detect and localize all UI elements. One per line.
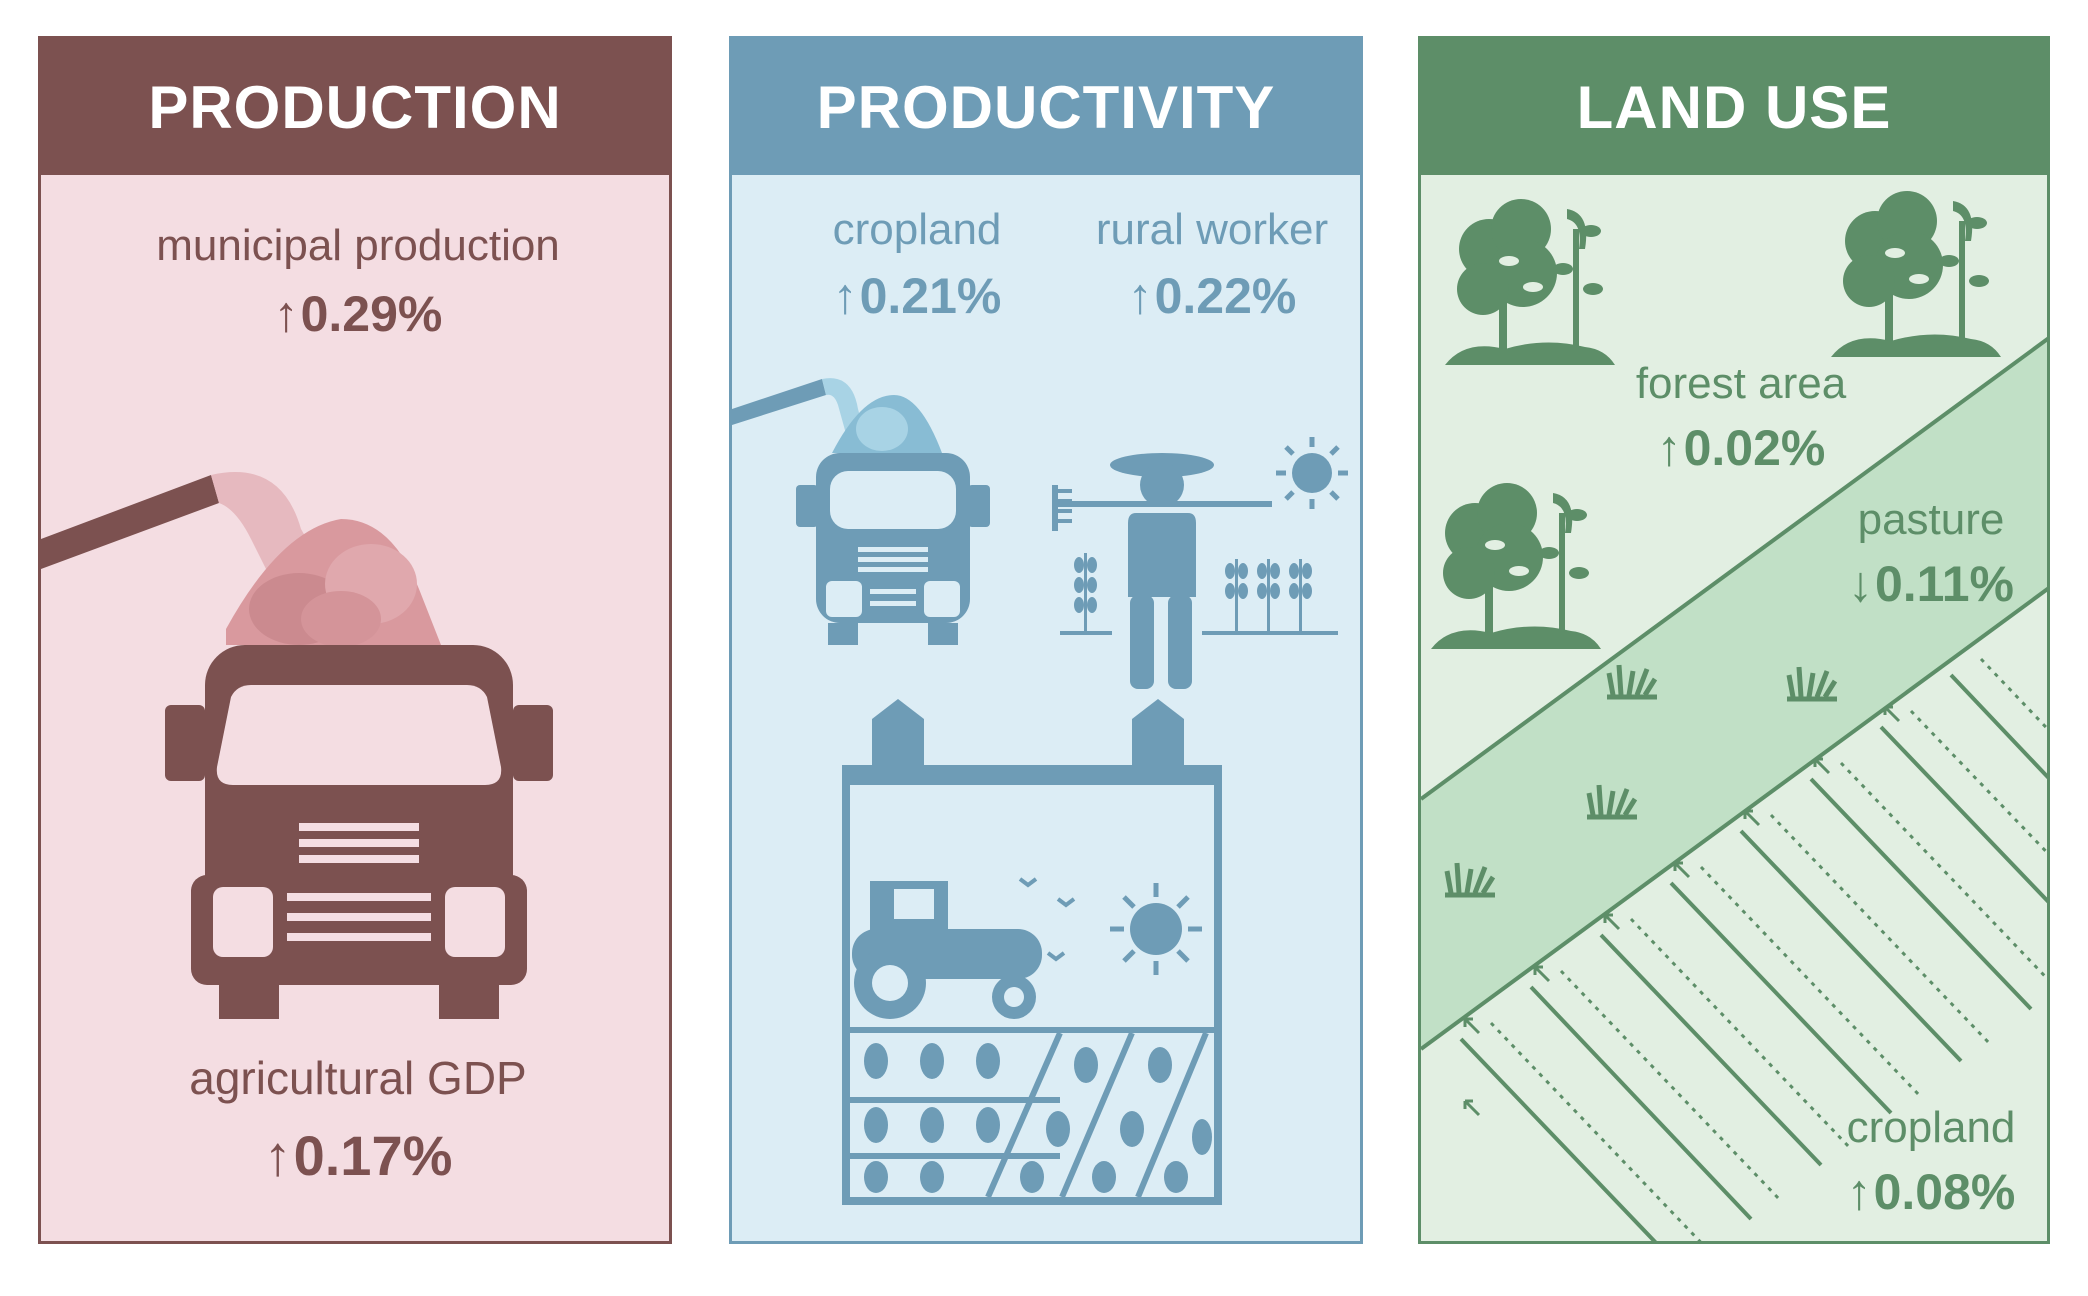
harvest-truck-icon bbox=[41, 472, 553, 1019]
grass-icon bbox=[1586, 784, 1638, 820]
cropland-landuse-label: cropland bbox=[1846, 1103, 2016, 1152]
up-arrow-icon: ↑ bbox=[1127, 268, 1153, 324]
cropland-productivity-label: cropland bbox=[832, 205, 1002, 254]
harvest-truck-icon bbox=[732, 378, 990, 645]
productivity-title: PRODUCTIVITY bbox=[816, 73, 1276, 141]
cropland-landuse-percent: 0.08% bbox=[1873, 1164, 2016, 1220]
cropland-productivity-percent: 0.21% bbox=[859, 268, 1002, 324]
up-arrow-icon: ↑ bbox=[1656, 420, 1682, 476]
grass-icon bbox=[1786, 666, 1838, 702]
productivity-header: PRODUCTIVITY bbox=[732, 39, 1360, 175]
up-arrow-icon: ↑ bbox=[832, 268, 858, 324]
up-arrow-icon: ↑ bbox=[263, 1124, 292, 1187]
municipal-production-percent: 0.29% bbox=[300, 286, 443, 342]
rural-worker-label: rural worker bbox=[1095, 205, 1329, 254]
rural-worker-percent: 0.22% bbox=[1154, 268, 1297, 324]
farm-field-icon bbox=[842, 699, 1222, 1205]
land-bands bbox=[1421, 336, 2047, 1051]
forest-area-label: forest area bbox=[1635, 359, 1847, 408]
pasture-value: ↓0.11% bbox=[1821, 555, 2041, 613]
agricultural-gdp-label: agricultural GDP bbox=[189, 1052, 527, 1104]
production-title: PRODUCTION bbox=[148, 73, 562, 141]
grass-icon bbox=[1444, 862, 1496, 898]
pasture-label: pasture bbox=[1857, 495, 2005, 544]
land-use-panel: LAND USE bbox=[1418, 36, 2050, 1244]
cropland-productivity-value: ↑0.21% bbox=[792, 267, 1042, 325]
rural-worker-value: ↑0.22% bbox=[1062, 267, 1360, 325]
grass-icon bbox=[1606, 664, 1658, 700]
municipal-production-label: municipal production bbox=[156, 221, 560, 270]
up-arrow-icon: ↑ bbox=[1846, 1164, 1872, 1220]
pasture-percent: 0.11% bbox=[1874, 556, 2014, 612]
forest-area-value: ↑0.02% bbox=[1541, 419, 1941, 477]
crop-rows-icon bbox=[1459, 657, 2047, 1241]
farmer-icon bbox=[1052, 453, 1338, 689]
municipal-production-value: ↑0.29% bbox=[41, 285, 669, 343]
sun-icon bbox=[1276, 437, 1348, 509]
forest-area-percent: 0.02% bbox=[1683, 420, 1826, 476]
production-panel: PRODUCTION municipal production ↑0.29% a… bbox=[38, 36, 672, 1244]
land-use-header: LAND USE bbox=[1421, 39, 2047, 175]
agricultural-gdp-value: ↑0.17% bbox=[41, 1123, 669, 1188]
cropland-landuse-value: ↑0.08% bbox=[1821, 1163, 2041, 1221]
down-arrow-icon: ↓ bbox=[1847, 556, 1873, 612]
agricultural-gdp-percent: 0.17% bbox=[293, 1124, 453, 1187]
production-header: PRODUCTION bbox=[41, 39, 669, 175]
tree-icon bbox=[1445, 199, 1615, 365]
up-arrow-icon: ↑ bbox=[273, 286, 299, 342]
tree-icon bbox=[1431, 483, 1601, 649]
tree-icon bbox=[1831, 191, 2001, 357]
land-use-title: LAND USE bbox=[1576, 73, 1892, 141]
productivity-panel: PRODUCTIVITY cropland ↑0.21% rural worke… bbox=[729, 36, 1363, 1244]
